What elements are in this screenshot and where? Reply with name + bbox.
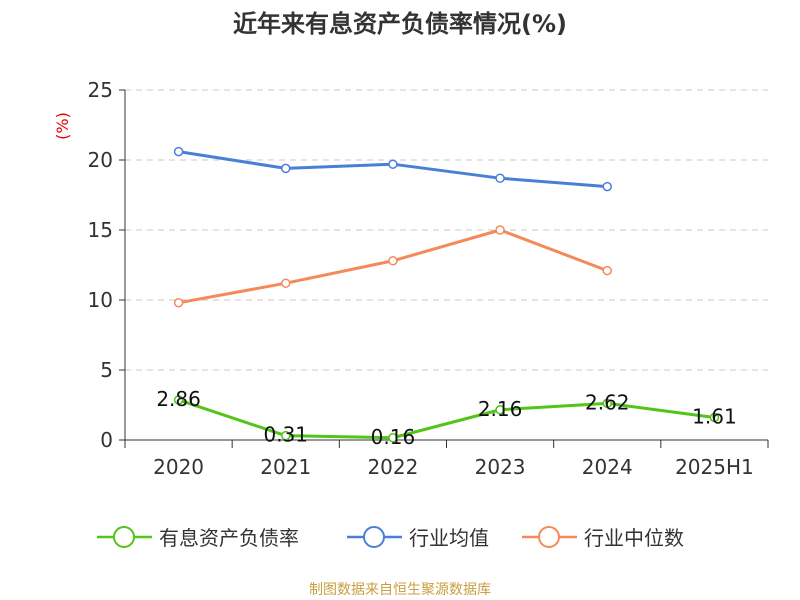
data-point[interactable] [281, 430, 291, 441]
legend-label: 有息资产负债率 [159, 526, 299, 550]
legend-marker [538, 526, 560, 548]
data-point[interactable] [281, 163, 291, 174]
chart-title: 近年来有息资产负债率情况(%) [233, 10, 567, 38]
legend-item[interactable]: 行业均值 [347, 526, 489, 550]
legend-marker [363, 526, 385, 548]
series-line [178, 150, 608, 189]
data-point[interactable] [388, 433, 398, 443]
data-label: 2.16 [478, 397, 523, 421]
data-point[interactable] [602, 398, 612, 409]
x-tick-label: 2021 [260, 455, 311, 479]
data-label: 2.62 [585, 390, 630, 414]
data-point[interactable] [495, 225, 505, 235]
legend-label: 行业均值 [409, 526, 489, 550]
x-tick-label: 2025H1 [675, 455, 754, 479]
legend: 有息资产负债率 行业均值 行业中位数 [97, 526, 684, 550]
data-point[interactable] [388, 256, 398, 266]
series-line [178, 228, 608, 305]
legend-marker [113, 526, 135, 548]
series-line [178, 398, 715, 440]
data-labels: 2.86 0.31 0.16 2.16 2.62 1.61 [156, 387, 736, 449]
y-tick-label: 15 [88, 218, 113, 242]
legend-item[interactable]: 有息资产负债率 [97, 526, 299, 550]
data-label: 0.16 [371, 425, 416, 449]
x-tick-label: 2023 [475, 455, 526, 479]
data-label: 0.31 [263, 423, 308, 447]
y-axis-unit-label: (%) [53, 112, 72, 140]
y-tick-label: 10 [88, 288, 113, 312]
series-lines [173, 146, 720, 443]
y-tick-label: 0 [100, 428, 113, 452]
source-note: 制图数据来自恒生聚源数据库 [309, 582, 491, 598]
x-tick-label: 2022 [367, 455, 418, 479]
data-label: 2.86 [156, 387, 201, 411]
legend-item[interactable]: 行业中位数 [522, 526, 684, 550]
data-label: 1.61 [692, 404, 737, 428]
data-point[interactable] [173, 395, 184, 405]
data-point[interactable] [602, 265, 612, 276]
y-tick-label: 5 [100, 358, 113, 382]
data-point[interactable] [281, 278, 291, 288]
y-tick-label: 25 [88, 78, 113, 102]
legend-label: 行业中位数 [584, 526, 684, 550]
data-point[interactable] [173, 298, 184, 308]
grid-lines [125, 89, 768, 371]
x-tick-label: 2020 [153, 455, 204, 479]
y-tick-label: 20 [88, 148, 113, 172]
data-point[interactable] [709, 412, 720, 423]
x-tick-label: 2024 [582, 455, 633, 479]
axes: 0 5 10 15 20 25 2020 2021 2022 2023 2024 2025H1 [88, 78, 769, 479]
data-point[interactable] [495, 173, 505, 183]
data-point[interactable] [173, 146, 184, 157]
data-point[interactable] [495, 405, 505, 415]
data-point[interactable] [388, 159, 398, 169]
data-point[interactable] [602, 181, 612, 192]
